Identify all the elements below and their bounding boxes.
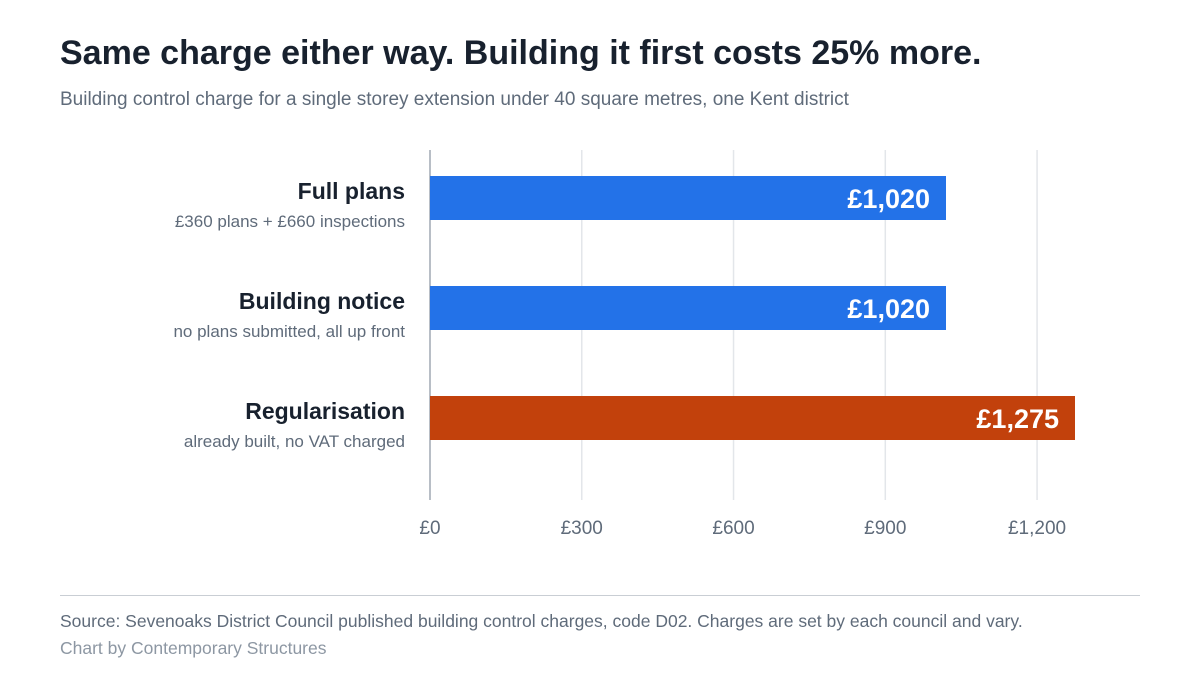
category-label: Regularisation — [245, 398, 405, 424]
chart-subtitle: Building control charge for a single sto… — [60, 89, 849, 110]
source-note: Source: Sevenoaks District Council publi… — [60, 611, 1023, 631]
category-label: Building notice — [239, 288, 405, 314]
chart-title: Same charge either way. Building it firs… — [60, 34, 982, 72]
x-tick-label: £0 — [419, 518, 440, 539]
category-label: Full plans — [298, 178, 405, 204]
footer-divider — [60, 595, 1140, 596]
chart-credit: Chart by Contemporary Structures — [60, 638, 327, 658]
bar — [430, 286, 946, 330]
bar-value-label: £1,020 — [847, 294, 930, 324]
bar-value-label: £1,275 — [976, 404, 1059, 434]
x-tick-label: £600 — [712, 518, 754, 539]
x-tick-label: £900 — [864, 518, 906, 539]
bar-chart: £0 £300 £600 £900 £1,200 £1,020 Full plans £360… — [173, 150, 1075, 539]
bar — [430, 396, 1075, 440]
category-note: £360 plans + £660 inspections — [175, 212, 405, 231]
x-tick-label: £1,200 — [1008, 518, 1066, 539]
x-tick-label: £300 — [561, 518, 603, 539]
bar-value-label: £1,020 — [847, 184, 930, 214]
bar — [430, 176, 946, 220]
category-note: already built, no VAT charged — [184, 432, 405, 451]
category-note: no plans submitted, all up front — [173, 322, 405, 341]
